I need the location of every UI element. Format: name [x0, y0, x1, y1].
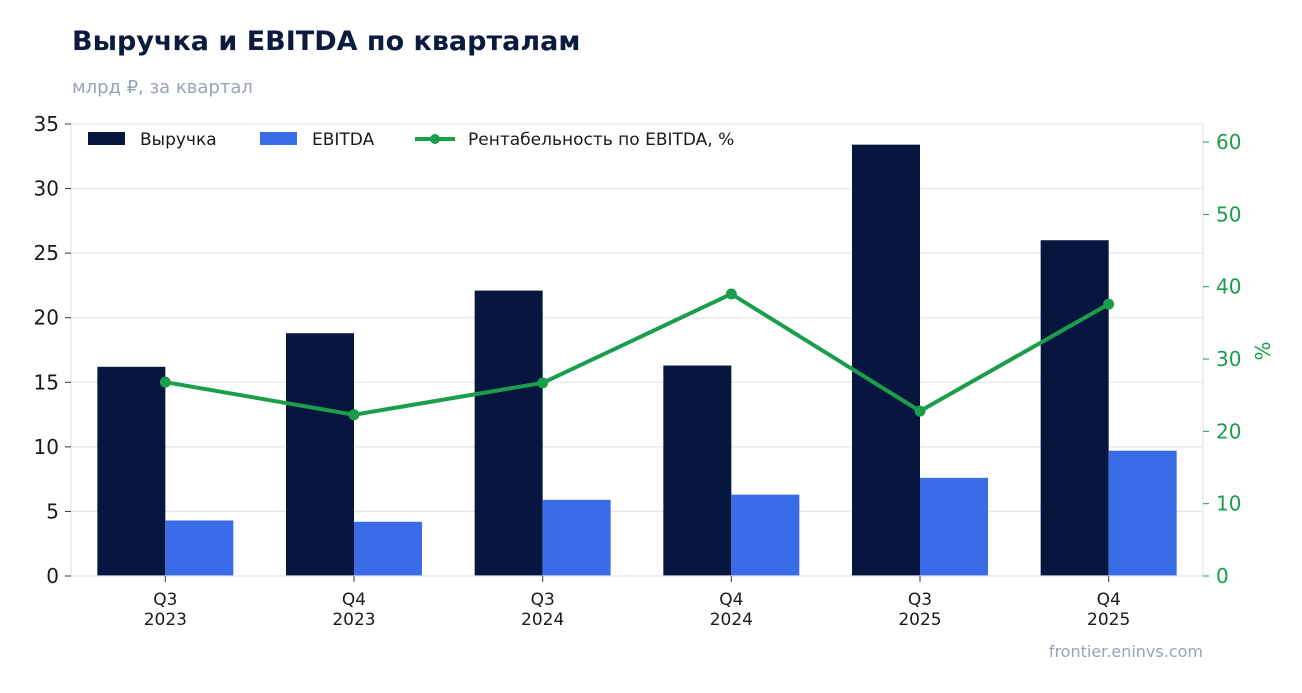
y-tick-label: 10 — [34, 435, 59, 459]
legend-label-revenue: Выручка — [140, 130, 217, 150]
source-label: frontier.eninvs.com — [1048, 642, 1203, 661]
y2-tick-label: 20 — [1216, 419, 1241, 443]
ebitda-bar — [1108, 450, 1177, 576]
x-tick-label: 2023 — [144, 610, 187, 630]
ebitda-bar — [165, 520, 234, 576]
margin-line — [164, 291, 1110, 417]
margin-point — [537, 377, 549, 389]
revenue-bar — [1040, 240, 1109, 576]
y-tick-label: 25 — [34, 241, 59, 265]
margin-point — [914, 405, 926, 417]
ebitda-bar — [731, 494, 800, 576]
x-tick-label: 2025 — [1087, 610, 1130, 630]
y-tick-label: 20 — [34, 306, 59, 330]
y2-tick-label: 0 — [1216, 564, 1229, 588]
y-tick-label: 5 — [46, 499, 59, 523]
legend-swatch-revenue — [88, 132, 125, 145]
ebitda-bar — [354, 521, 422, 576]
grid-lines — [71, 123, 1203, 577]
x-tick-label: 2024 — [710, 610, 753, 630]
ebitda-bar — [542, 499, 611, 576]
x-tick-label: Q3 — [153, 590, 177, 610]
x-tick-label: 2025 — [898, 610, 941, 630]
margin-point — [159, 376, 171, 388]
y-tick-label: 35 — [34, 112, 59, 136]
axes: 051015202530350102030405060%Q32023Q42023… — [34, 112, 1275, 630]
legend: Выручка EBITDA Рентабельность по EBITDA, % — [88, 130, 734, 150]
y2-tick-label: 50 — [1216, 202, 1241, 226]
legend-label-margin: Рентабельность по EBITDA, % — [468, 130, 734, 150]
y2-tick-label: 40 — [1216, 275, 1241, 299]
chart-subtitle: млрд ₽, за квартал — [72, 77, 253, 98]
x-tick-label: Q4 — [1097, 590, 1121, 610]
y-tick-label: 30 — [34, 177, 59, 201]
legend-marker-margin — [430, 134, 440, 144]
x-tick-label: Q3 — [908, 590, 932, 610]
revenue-bar — [663, 365, 732, 576]
margin-point — [725, 288, 737, 300]
revenue-bar — [474, 290, 543, 576]
x-tick-label: Q3 — [531, 590, 555, 610]
y2-axis-label: % — [1251, 341, 1275, 360]
margin-point — [1103, 298, 1115, 310]
revenue-bar — [97, 366, 166, 576]
y2-tick-label: 30 — [1216, 347, 1241, 371]
legend-label-ebitda: EBITDA — [312, 130, 375, 150]
margin-point — [348, 409, 360, 421]
legend-swatch-ebitda — [260, 132, 297, 145]
ebitda-bar — [920, 477, 988, 576]
y2-tick-label: 60 — [1216, 130, 1241, 154]
x-tick-label: Q4 — [342, 590, 366, 610]
x-tick-label: Q4 — [719, 590, 743, 610]
y-tick-label: 15 — [34, 370, 59, 394]
margin-line-group — [159, 288, 1115, 421]
y2-tick-label: 10 — [1216, 492, 1241, 516]
chart-title: Выручка и EBITDA по кварталам — [72, 26, 581, 57]
revenue-bar — [286, 333, 354, 576]
y-tick-label: 0 — [46, 564, 59, 588]
bars — [97, 144, 1177, 577]
x-tick-label: 2024 — [521, 610, 564, 630]
revenue-bar — [852, 144, 920, 577]
x-tick-label: 2023 — [332, 610, 375, 630]
